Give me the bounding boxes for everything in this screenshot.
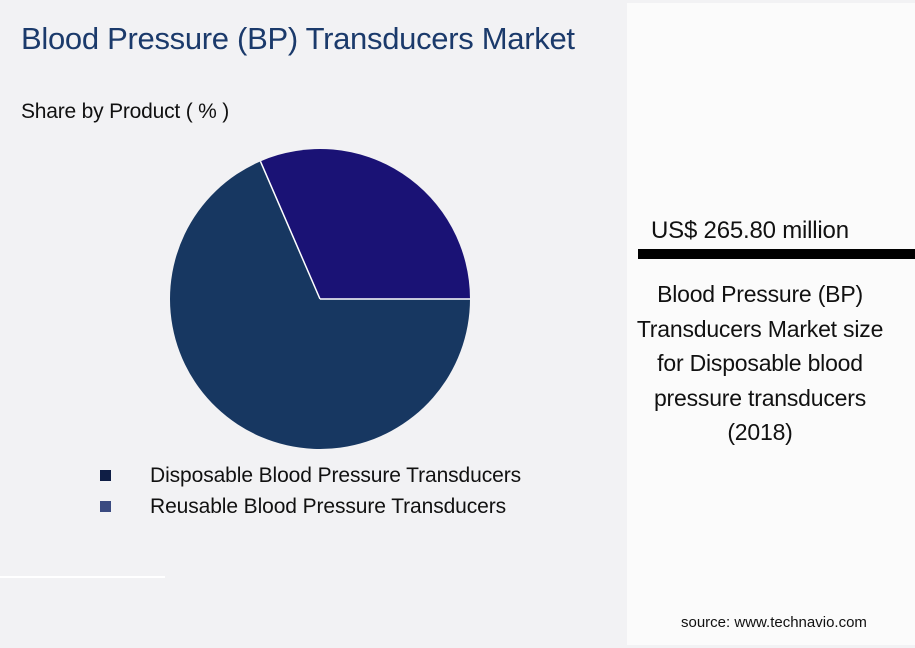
legend-swatch-icon bbox=[100, 470, 111, 481]
legend: Disposable Blood Pressure Transducers Re… bbox=[100, 460, 521, 522]
pie-slice-disposable bbox=[170, 161, 470, 450]
market-value: US$ 265.80 million bbox=[651, 217, 849, 244]
pie-slice-reusable bbox=[260, 149, 470, 299]
divider bbox=[0, 576, 165, 578]
legend-item-disposable: Disposable Blood Pressure Transducers bbox=[100, 460, 521, 491]
legend-item-reusable: Reusable Blood Pressure Transducers bbox=[100, 491, 521, 522]
legend-swatch-icon bbox=[100, 501, 111, 512]
pie-chart bbox=[168, 147, 472, 451]
divider-bar bbox=[638, 249, 915, 259]
info-panel: US$ 265.80 million Blood Pressure (BP) T… bbox=[627, 3, 915, 645]
legend-label: Disposable Blood Pressure Transducers bbox=[150, 463, 521, 487]
chart-subtitle: Share by Product ( % ) bbox=[21, 100, 230, 123]
legend-label: Reusable Blood Pressure Transducers bbox=[150, 494, 507, 518]
market-description: Blood Pressure (BP) Transducers Market s… bbox=[636, 281, 884, 445]
pie-svg bbox=[170, 149, 470, 450]
source-credit: source: www.technavio.com bbox=[681, 614, 867, 631]
chart-title: Blood Pressure (BP) Transducers Market bbox=[21, 21, 575, 56]
